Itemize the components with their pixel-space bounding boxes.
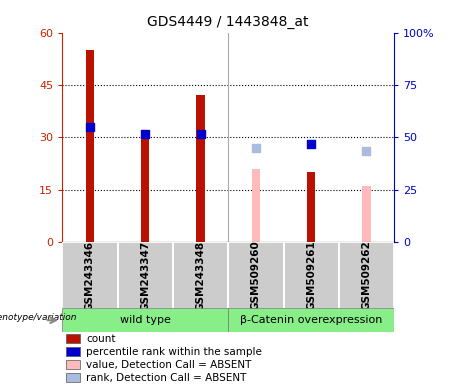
Bar [173, 242, 228, 309]
Title: GDS4449 / 1443848_at: GDS4449 / 1443848_at [148, 15, 309, 29]
Point [86, 124, 94, 130]
Text: genotype/variation: genotype/variation [0, 313, 77, 322]
Point [197, 131, 204, 137]
Bar [66, 348, 80, 356]
Text: percentile rank within the sample: percentile rank within the sample [86, 347, 262, 357]
Bar [62, 308, 228, 332]
Bar [307, 172, 315, 242]
Point [363, 148, 370, 154]
Bar [196, 95, 205, 242]
Bar [118, 242, 173, 309]
Bar [66, 373, 80, 382]
Text: count: count [86, 334, 116, 344]
Bar [252, 169, 260, 242]
Point [307, 141, 315, 147]
Point [142, 131, 149, 137]
Text: GSM509260: GSM509260 [251, 241, 261, 310]
Text: value, Detection Call = ABSENT: value, Detection Call = ABSENT [86, 359, 252, 369]
Text: GSM509262: GSM509262 [361, 241, 372, 310]
Text: GSM509261: GSM509261 [306, 241, 316, 310]
Text: wild type: wild type [120, 315, 171, 325]
Bar [66, 334, 80, 343]
Bar [284, 242, 339, 309]
Bar [62, 242, 118, 309]
Bar [228, 308, 394, 332]
Point [252, 145, 260, 151]
Bar [339, 242, 394, 309]
Bar [66, 361, 80, 369]
Bar [228, 242, 284, 309]
Bar [86, 50, 94, 242]
Text: GSM243346: GSM243346 [85, 240, 95, 311]
Bar [141, 134, 149, 242]
Text: β-Catenin overexpression: β-Catenin overexpression [240, 315, 382, 325]
Text: GSM243347: GSM243347 [140, 240, 150, 311]
Text: rank, Detection Call = ABSENT: rank, Detection Call = ABSENT [86, 372, 247, 382]
Text: GSM243348: GSM243348 [195, 240, 206, 311]
Bar [362, 186, 371, 242]
